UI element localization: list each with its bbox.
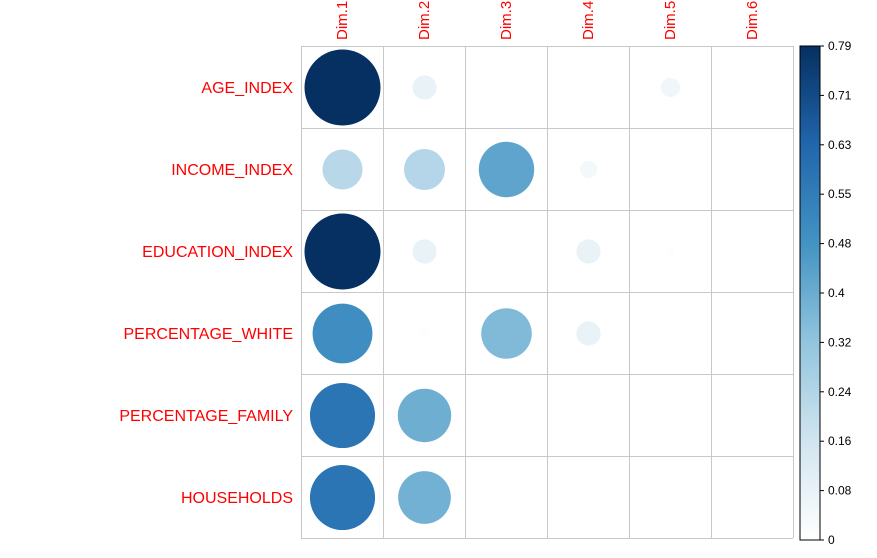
- plot-grid: [301, 46, 794, 539]
- row-label: PERCENTAGE_FAMILY: [119, 408, 293, 425]
- column-label: Dim.2: [416, 1, 433, 40]
- colorbar-tick-label: 0.79: [828, 39, 852, 53]
- correlation-circle: [660, 77, 681, 98]
- correlation-circle: [576, 239, 601, 264]
- row-label: PERCENTAGE_WHITE: [124, 326, 294, 343]
- column-label: Dim.4: [580, 1, 597, 40]
- correlation-circle: [412, 75, 437, 100]
- correlation-circle: [312, 303, 373, 364]
- row-label: AGE_INDEX: [201, 80, 293, 97]
- correlation-circle: [397, 388, 452, 443]
- row-label: INCOME_INDEX: [171, 162, 293, 179]
- correlation-circle: [579, 160, 598, 179]
- row-label: HOUSEHOLDS: [181, 490, 293, 507]
- colorbar: 0 0.08 0.16 0.24 0.32 0.4 0.48 0.55 0.63 0.71 0.79: [799, 39, 852, 547]
- colorbar-tick-label: 0.63: [828, 138, 852, 152]
- correlation-circle: [420, 329, 429, 338]
- correlation-circle: [412, 239, 437, 264]
- column-label: Dim.3: [498, 1, 515, 40]
- colorbar-tick-label: 0: [828, 533, 835, 547]
- colorbar-tick-label: 0.32: [828, 335, 852, 349]
- circle-marks: [304, 49, 681, 531]
- colorbar-gradient: [799, 45, 821, 541]
- correlation-circle: [304, 213, 381, 290]
- column-label: Dim.5: [662, 1, 679, 40]
- row-labels: AGE_INDEX INCOME_INDEX EDUCATION_INDEX PERC…: [119, 80, 293, 507]
- column-label: Dim.6: [744, 1, 761, 40]
- colorbar-tick-label: 0.24: [828, 385, 852, 399]
- correlation-circle: [478, 141, 535, 198]
- correlation-circle: [404, 149, 445, 190]
- colorbar-tick-label: 0.48: [828, 237, 852, 251]
- correlation-circle: [666, 247, 675, 256]
- colorbar-tick-label: 0.71: [828, 88, 852, 102]
- colorbar-tick-label: 0.4: [828, 286, 845, 300]
- correlation-circle: [322, 149, 363, 190]
- correlation-circle: [576, 321, 601, 346]
- correlation-circle: [481, 308, 532, 359]
- correlation-circle: [398, 471, 451, 524]
- colorbar-tick-label: 0.55: [828, 187, 852, 201]
- correlation-circle: [304, 49, 381, 126]
- column-label: Dim.1: [334, 1, 351, 40]
- colorbar-tick-label: 0.08: [828, 484, 852, 498]
- correlation-circle: [309, 382, 376, 449]
- column-labels: Dim.1 Dim.2 Dim.3 Dim.4 Dim.5 Dim.6: [334, 1, 761, 40]
- correlation-circle: [309, 464, 376, 531]
- colorbar-tick-label: 0.16: [828, 434, 852, 448]
- row-label: EDUCATION_INDEX: [142, 244, 293, 261]
